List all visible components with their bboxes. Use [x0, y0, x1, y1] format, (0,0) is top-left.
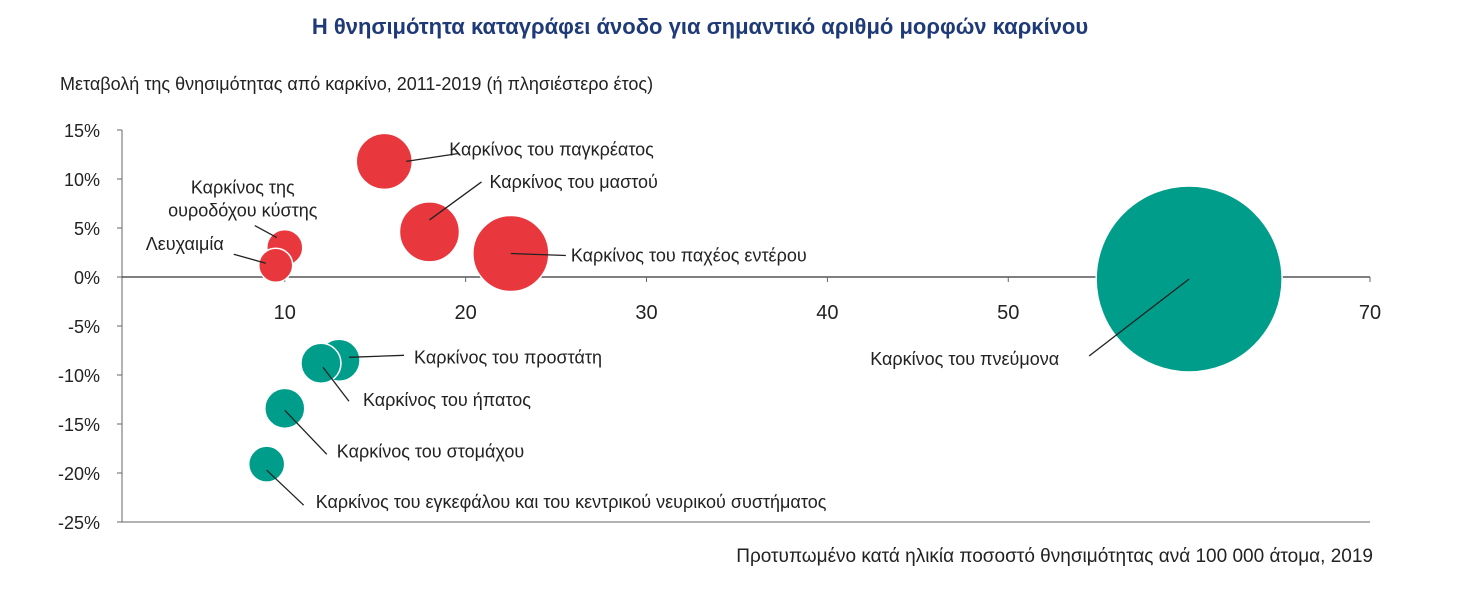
- point-label-line2: ουροδόχου κύστης: [168, 201, 318, 221]
- x-tick-label: 40: [816, 302, 838, 324]
- bubble-point: [472, 214, 550, 293]
- point-label: Καρκίνος του πνεύμονα: [870, 349, 1059, 369]
- point-label: Καρκίνος του εγκεφάλου και του κεντρικού…: [316, 492, 827, 512]
- bubble-point: [257, 247, 294, 283]
- point-label: Καρκίνος του προστάτη: [414, 347, 602, 367]
- point-label: Καρκίνος του παγκρέατος: [449, 139, 654, 159]
- y-tick-label: 5%: [74, 219, 100, 239]
- leader-line: [233, 253, 266, 264]
- leader-line: [266, 469, 305, 506]
- y-tick-label: -15%: [58, 415, 100, 435]
- bubble-point: [355, 132, 414, 191]
- y-tick-label: -25%: [58, 513, 100, 533]
- point-label: Λευχαιμία: [146, 234, 224, 254]
- leader-line: [510, 252, 566, 257]
- y-tick-label: -5%: [68, 317, 100, 337]
- leader-line: [284, 409, 328, 455]
- bubble-point: [247, 445, 286, 483]
- point-label: Καρκίνος του μαστού: [489, 172, 657, 192]
- point-label: Καρκίνος του στομάχου: [337, 441, 524, 461]
- point-label: Καρκίνος της: [191, 178, 295, 198]
- leader-line: [349, 354, 405, 358]
- x-axis-label: Προτυπωμένο κατά ηλικία ποσοστό θνησιμότ…: [736, 546, 1373, 567]
- y-tick-label: 0%: [74, 268, 100, 288]
- leader-line: [429, 181, 482, 221]
- leader-line: [1088, 278, 1190, 357]
- x-tick-label: 70: [1359, 302, 1381, 324]
- chart-title: Η θνησιμότητα καταγράφει άνοδο για σημαν…: [311, 14, 1089, 39]
- y-tick-label: -10%: [58, 366, 100, 386]
- y-tick-label: 15%: [64, 121, 100, 141]
- leader-line: [322, 366, 350, 402]
- point-label: Καρκίνος του παχέος εντέρου: [571, 245, 807, 265]
- x-tick-label: 30: [635, 302, 657, 324]
- x-tick-label: 20: [455, 302, 477, 324]
- leader-line: [406, 152, 460, 163]
- chart-subtitle: Μεταβολή της θνησιμότητας από καρκίνο, 2…: [60, 74, 654, 94]
- y-tick-label: 10%: [64, 170, 100, 190]
- bubble-point: [398, 201, 461, 263]
- point-label: Καρκίνος του ήπατος: [363, 390, 531, 410]
- bubble-point: [264, 387, 306, 430]
- bubble-point: [300, 342, 342, 384]
- x-tick-label: 50: [997, 302, 1019, 324]
- x-tick-label: 10: [274, 302, 296, 324]
- y-tick-label: -20%: [58, 464, 100, 484]
- leader-line: [254, 225, 278, 239]
